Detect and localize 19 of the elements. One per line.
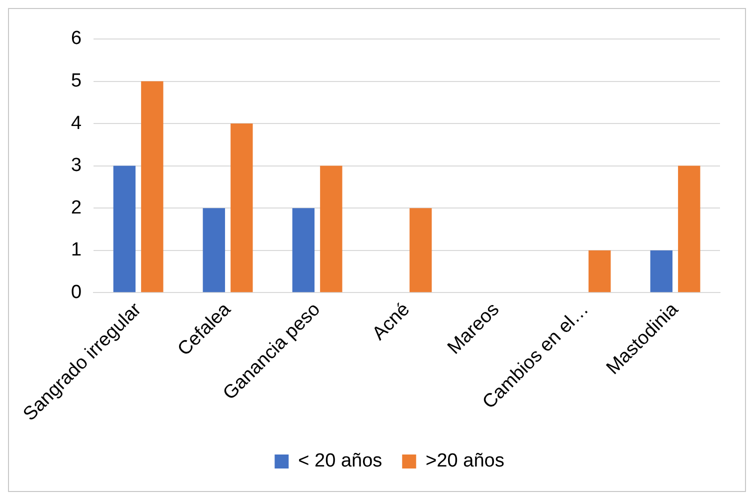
y-tick-label: 4 <box>70 112 82 134</box>
bar <box>141 81 164 292</box>
bar <box>113 166 136 292</box>
bar <box>650 250 672 292</box>
y-tick-label: 3 <box>70 155 82 176</box>
y-tick-label: 2 <box>70 197 82 218</box>
y-tick-label: 5 <box>70 70 82 92</box>
bar <box>410 208 432 292</box>
bar <box>230 124 253 292</box>
y-tick-label: 6 <box>70 28 82 50</box>
bar <box>320 166 342 292</box>
bar <box>588 250 611 292</box>
legend-label: >20 años <box>426 450 504 472</box>
y-tick-label: 1 <box>70 240 82 261</box>
bar <box>678 166 700 292</box>
bar <box>202 208 226 292</box>
y-tick-label: 0 <box>70 282 82 303</box>
bar <box>292 208 315 292</box>
legend-label: < 20 años <box>298 450 382 472</box>
